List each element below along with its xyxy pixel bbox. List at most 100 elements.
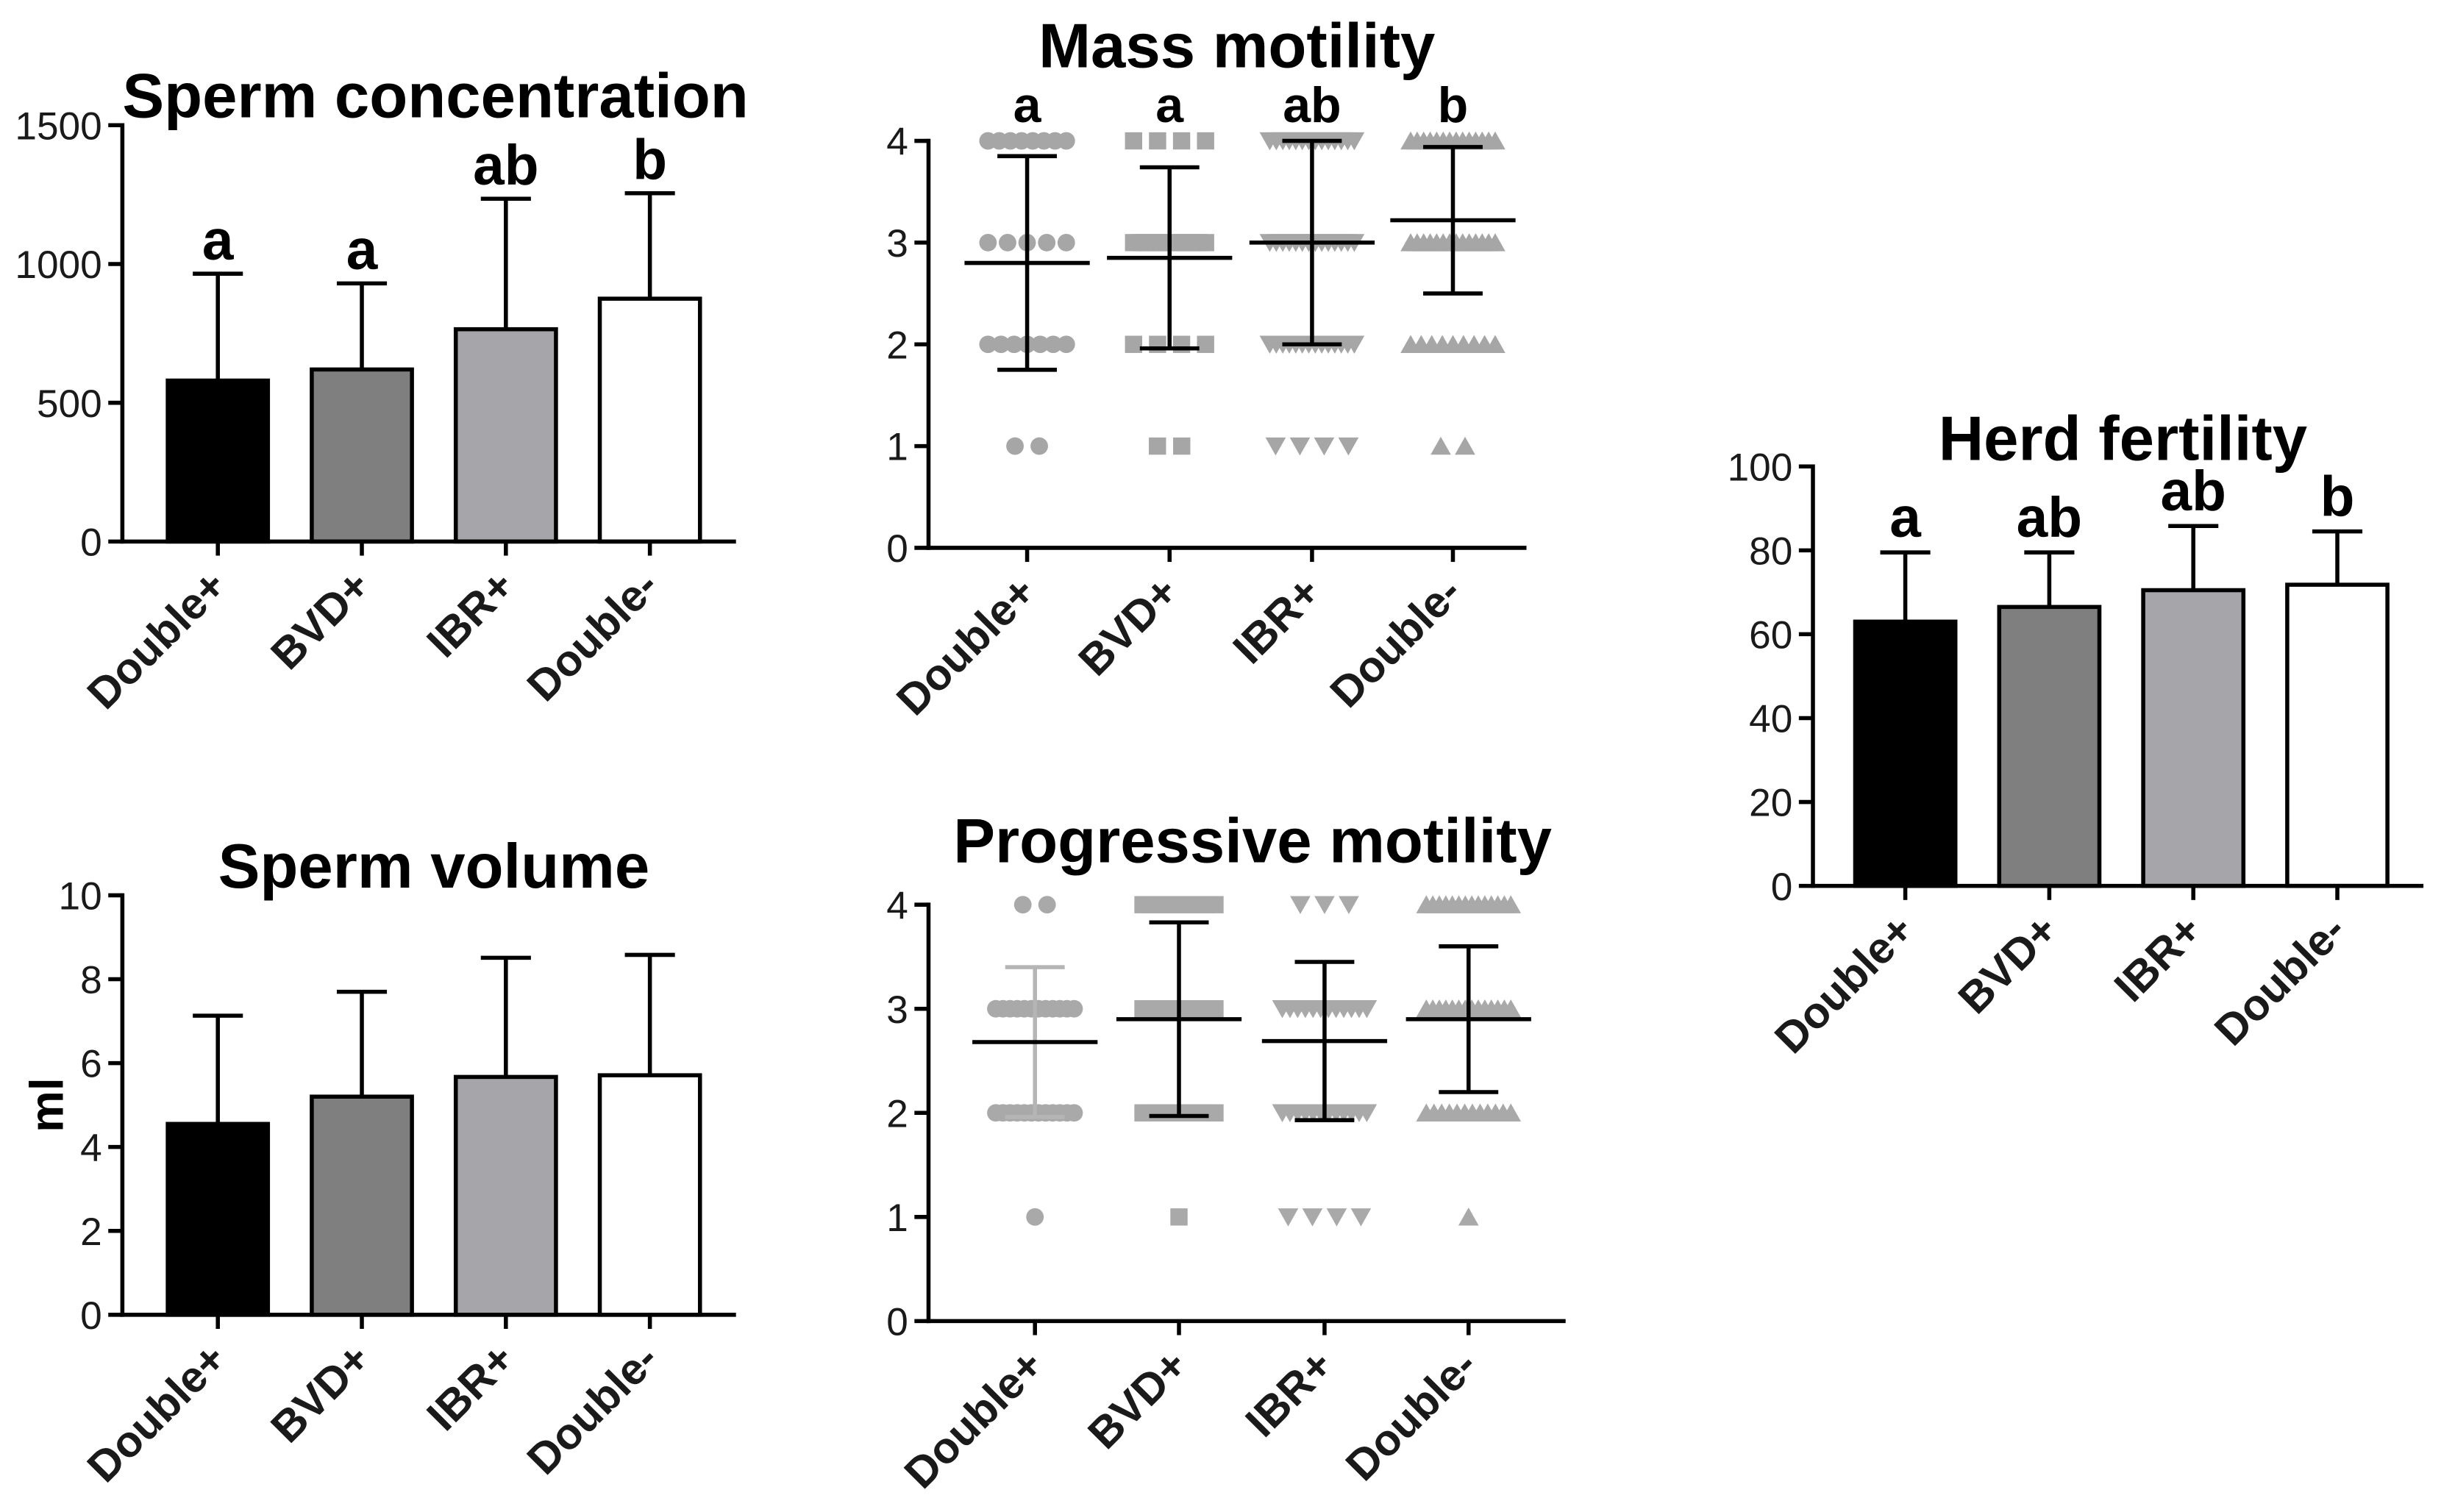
bar-double-minus: [2285, 582, 2390, 888]
y-tick-label: 1500: [15, 104, 101, 148]
data-point-ibr-plus: [1290, 896, 1311, 914]
y-tick-label: 100: [1728, 446, 1793, 489]
data-point-double-plus: [992, 335, 1011, 354]
data-point-bvd-plus: [1149, 132, 1166, 150]
significance-letter-ibr-plus: ab: [473, 135, 538, 197]
y-tick-label: 4: [80, 1127, 102, 1170]
data-point-double-plus: [1057, 132, 1075, 150]
bar-double-minus: [597, 1073, 702, 1317]
data-point-double-plus: [999, 233, 1016, 252]
bar-bvd-plus: [310, 1094, 414, 1317]
data-point-double-plus: [1030, 437, 1048, 455]
data-point-ibr-plus: [1314, 896, 1335, 914]
y-tick-label: 0: [1771, 866, 1793, 909]
y-tick-label: 500: [37, 382, 102, 426]
data-point-bvd-plus: [1125, 132, 1143, 150]
data-point-ibr-plus: [1265, 437, 1286, 456]
data-point-bvd-plus: [1170, 1208, 1188, 1226]
data-point-ibr-plus: [1339, 896, 1359, 914]
data-point-double-plus: [1006, 437, 1024, 455]
data-point-double-plus: [1065, 999, 1083, 1018]
y-tick-label: 0: [886, 527, 908, 571]
data-point-double-minus: [1500, 999, 1522, 1018]
bar-ibr-plus: [453, 327, 558, 544]
y-tick-label: 1: [886, 426, 908, 469]
data-point-double-plus: [1044, 335, 1062, 354]
y-tick-label: 2: [886, 1092, 908, 1135]
y-tick-label: 4: [886, 121, 908, 164]
data-point-double-plus: [1057, 335, 1075, 354]
data-point-double-plus: [1031, 335, 1050, 354]
data-point-double-minus: [1485, 233, 1506, 252]
bar-double-plus: [165, 378, 271, 544]
data-point-bvd-plus: [1206, 896, 1224, 913]
data-point-ibr-plus: [1338, 437, 1359, 456]
significance-letter-bvd-plus: a: [1155, 77, 1184, 133]
significance-letter-double-plus: a: [1013, 77, 1042, 133]
data-point-ibr-plus: [1314, 437, 1335, 456]
bar-ibr-plus: [453, 1074, 558, 1317]
data-point-double-minus: [1458, 1208, 1479, 1226]
data-point-bvd-plus: [1173, 437, 1191, 455]
data-point-double-minus: [1500, 1103, 1522, 1121]
chart-title: Sperm concentration: [122, 62, 748, 132]
data-point-double-plus: [1038, 233, 1056, 252]
data-point-double-minus: [1485, 335, 1506, 353]
data-point-double-plus: [1026, 1208, 1044, 1226]
significance-letter-bvd-plus: ab: [2017, 487, 2082, 549]
data-point-ibr-plus: [1278, 1208, 1299, 1227]
chart-title: Sperm volume: [218, 832, 650, 902]
data-point-ibr-plus: [1326, 1208, 1347, 1227]
data-point-bvd-plus: [1197, 335, 1214, 353]
y-tick-label: 2: [886, 324, 908, 367]
bar-bvd-plus: [310, 367, 414, 544]
y-tick-label: 3: [886, 988, 908, 1032]
y-tick-label: 6: [80, 1043, 102, 1086]
significance-letter-double-minus: b: [1438, 77, 1469, 133]
data-point-bvd-plus: [1206, 1000, 1224, 1018]
data-point-ibr-plus: [1302, 1208, 1323, 1227]
y-tick-label: 3: [886, 222, 908, 265]
y-tick-label: 0: [886, 1300, 908, 1344]
y-tick-label: 0: [80, 1294, 102, 1338]
significance-letter-double-plus: a: [1889, 487, 1922, 549]
data-point-bvd-plus: [1125, 335, 1143, 353]
y-tick-label: 4: [886, 884, 908, 927]
data-point-ibr-plus: [1356, 1000, 1378, 1019]
data-point-double-plus: [979, 335, 997, 354]
bar-double-plus: [165, 1121, 271, 1317]
significance-letter-double-plus: a: [202, 210, 235, 272]
data-point-ibr-plus: [1344, 132, 1365, 151]
bar-bvd-plus: [1997, 605, 2102, 888]
chart-title: Herd fertility: [1939, 404, 2307, 474]
data-point-bvd-plus: [1197, 132, 1214, 150]
data-point-double-minus: [1485, 131, 1506, 150]
y-tick-label: 1: [886, 1197, 908, 1240]
data-point-bvd-plus: [1172, 132, 1191, 150]
y-tick-label: 80: [1749, 529, 1792, 573]
data-point-double-plus: [1065, 1104, 1083, 1122]
y-tick-label: 2: [80, 1210, 102, 1254]
data-point-double-plus: [979, 233, 997, 252]
data-point-bvd-plus: [1197, 234, 1214, 252]
data-point-double-plus: [1057, 233, 1075, 252]
data-point-double-plus: [1038, 896, 1056, 914]
data-point-double-plus: [1013, 896, 1032, 914]
y-tick-label: 1000: [15, 243, 101, 287]
data-point-double-plus: [1005, 335, 1023, 354]
bar-double-minus: [597, 296, 702, 544]
y-tick-label: 20: [1749, 782, 1792, 825]
significance-letter-ibr-plus: ab: [1283, 77, 1341, 133]
y-tick-label: 60: [1749, 614, 1792, 657]
significance-letter-double-minus: b: [2320, 466, 2355, 528]
chart-title: Mass motility: [1038, 12, 1435, 82]
y-tick-label: 8: [80, 959, 102, 1002]
y-axis-label: ml: [20, 1077, 73, 1133]
bar-double-plus: [1853, 619, 1958, 888]
significance-letter-bvd-plus: a: [346, 219, 379, 282]
data-point-ibr-plus: [1356, 1104, 1378, 1123]
data-point-double-minus: [1500, 895, 1522, 913]
data-point-ibr-plus: [1350, 1208, 1372, 1227]
chart-title: Progressive motility: [953, 807, 1552, 877]
